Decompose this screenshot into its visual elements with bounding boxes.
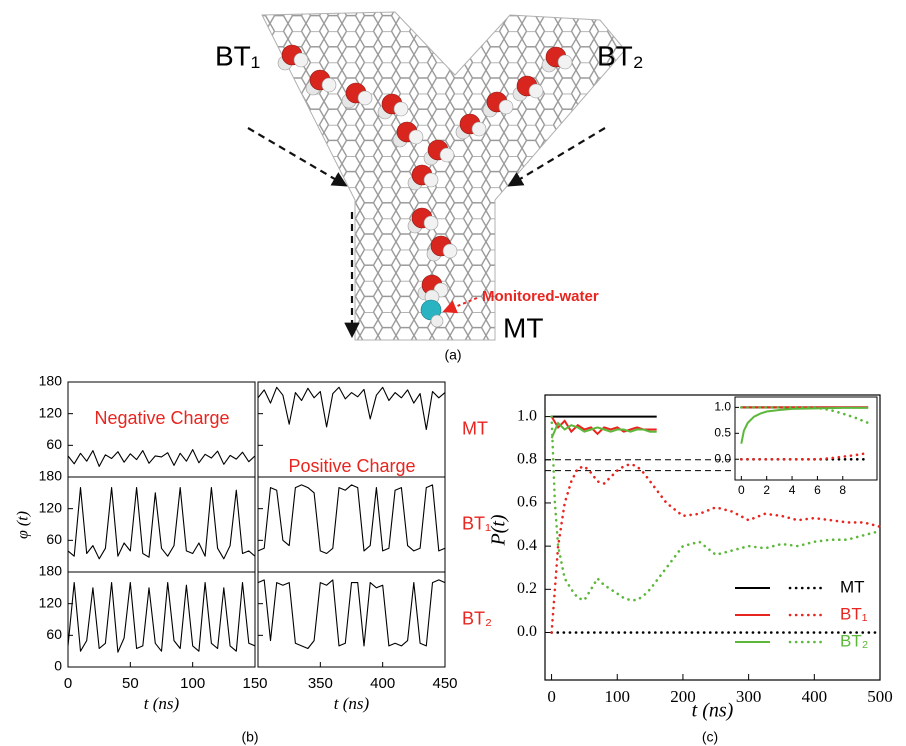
hydrogen [558,55,572,69]
hydrogen [440,148,454,162]
trace [68,583,255,653]
plot-frame [68,477,255,572]
y-tick-label: 0 [54,658,62,674]
x-tick-label: 400 [370,675,395,692]
hydrogen [358,91,372,105]
y-axis-label: φ (t) [15,511,32,539]
row-label: MT [462,418,488,438]
x-tick-label: 450 [432,675,457,692]
hydrogen [424,173,438,187]
legend-label: MT [840,577,865,596]
inset-y-tick-label: 0.0 [714,451,731,465]
branch-label: BT₁ [215,40,260,71]
y-tick-label: 1.0 [517,407,537,424]
y-tick-label: 60 [46,531,62,547]
legend-label: BT₂ [840,631,868,650]
x-tick-label: 150 [242,675,267,692]
x-tick-label: 0 [64,675,72,692]
y-tick-label: 180 [39,468,63,484]
x-tick-label: 300 [736,687,762,706]
legend-label: BT₁ [840,604,868,623]
y-tick-label: 60 [46,436,62,452]
y-tick-label: 0.0 [517,623,537,640]
x-tick-label: 50 [122,675,139,692]
x-tick-label: 500 [867,687,893,706]
y-tick-label: 180 [39,373,63,389]
panel-label: (b) [241,729,258,745]
hydrogen [409,130,423,144]
line-dotted [552,464,880,632]
x-tick-label: 100 [180,675,205,692]
hydrogen [394,102,408,116]
hydrogen [424,216,438,230]
annotation: Negative Charge [94,408,229,428]
x-tick-label: 0 [547,687,556,706]
x-axis-label: t (ns) [692,700,734,722]
y-tick-label: 0.4 [517,537,537,554]
hydrogen [529,84,543,98]
y-tick-label: 120 [39,404,63,420]
trace [258,580,445,649]
inset-x-tick-label: 0 [738,483,745,497]
hydrogen [443,244,457,258]
plot-frame [258,477,445,572]
x-axis-label: t (ns) [144,694,180,713]
x-tick-label: 350 [308,675,333,692]
inset-y-tick-label: 0.5 [714,425,731,439]
line-solid [552,417,657,434]
hydrogen [322,78,336,92]
inset-y-tick-label: 1.0 [714,400,731,414]
y-axis-label: P(t) [488,514,510,546]
tube-label: MT [503,312,543,343]
y-tick-label: 0.6 [517,494,537,511]
row-label: BT₂ [462,608,492,628]
trace [258,387,445,429]
inset-x-tick-label: 6 [814,483,821,497]
y-tick-label: 120 [39,594,63,610]
y-tick-label: 0.8 [517,450,537,467]
x-axis-label: t (ns) [334,694,370,713]
trace [68,488,255,559]
branch-label: BT₂ [597,40,644,71]
panel-label: (a) [444,347,461,363]
x-tick-label: 400 [802,687,828,706]
y-tick-label: 120 [39,499,63,515]
y-tick-label: 60 [46,626,62,642]
callout-label: Monitored-water [482,288,599,305]
hydrogen [499,100,513,114]
plot-frame [68,382,255,477]
x-tick-label: 100 [605,687,631,706]
inset-x-tick-label: 2 [763,483,770,497]
hydrogen [472,122,486,136]
panel-label: (c) [702,729,718,745]
figure: BT₁ BT₂ MT Monitored-water (a) 60120180M… [0,0,906,746]
y-tick-label: 180 [39,563,63,579]
inset-x-tick-label: 8 [839,483,846,497]
annotation: Positive Charge [288,456,415,476]
inset-x-tick-label: 4 [789,483,796,497]
trace [68,450,255,467]
hydrogen [431,315,443,327]
trace [258,485,445,554]
hydrogen [294,53,308,67]
y-tick-label: 0.2 [517,580,537,597]
